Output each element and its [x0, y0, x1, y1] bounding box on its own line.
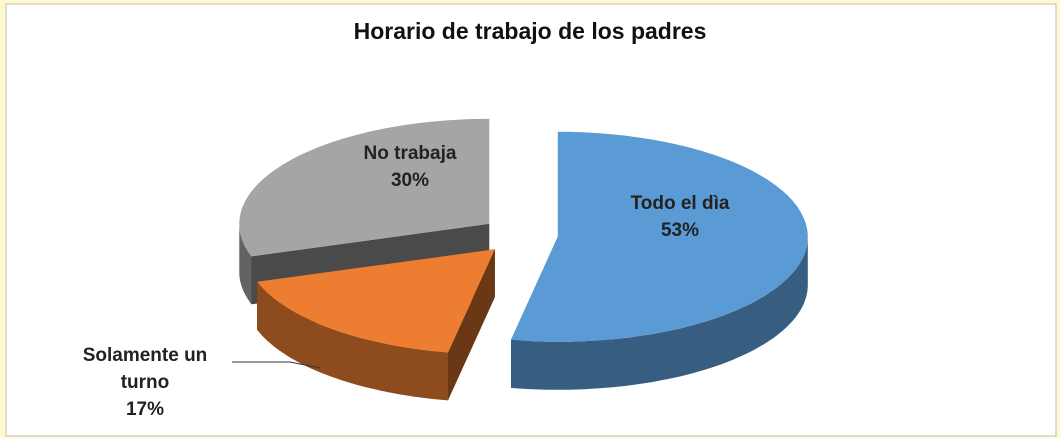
pie-slice: [511, 131, 808, 390]
pie-slice: [257, 249, 495, 401]
category-label: Todo el dìa: [630, 193, 730, 214]
slice-top: [257, 249, 495, 353]
value-label: 30%: [390, 170, 430, 191]
slice-top: [239, 118, 490, 257]
chart-title: Horario de trabajo de los padres: [353, 18, 707, 44]
value-label: 17%: [125, 399, 165, 420]
value-label: 53%: [660, 220, 700, 241]
slice-wall: [257, 281, 448, 401]
slice-wall: [511, 236, 808, 390]
category-label: No trabaja: [363, 143, 457, 164]
leader-line: [232, 361, 321, 369]
data-label: No trabaja 30%: [315, 140, 505, 194]
slice-wall: [239, 223, 252, 305]
data-label: Solamente un turno 17%: [60, 342, 230, 423]
category-label: Solamente un turno: [82, 345, 208, 393]
slice-top: [511, 131, 808, 342]
data-label: Todo el dìa 53%: [590, 190, 770, 244]
